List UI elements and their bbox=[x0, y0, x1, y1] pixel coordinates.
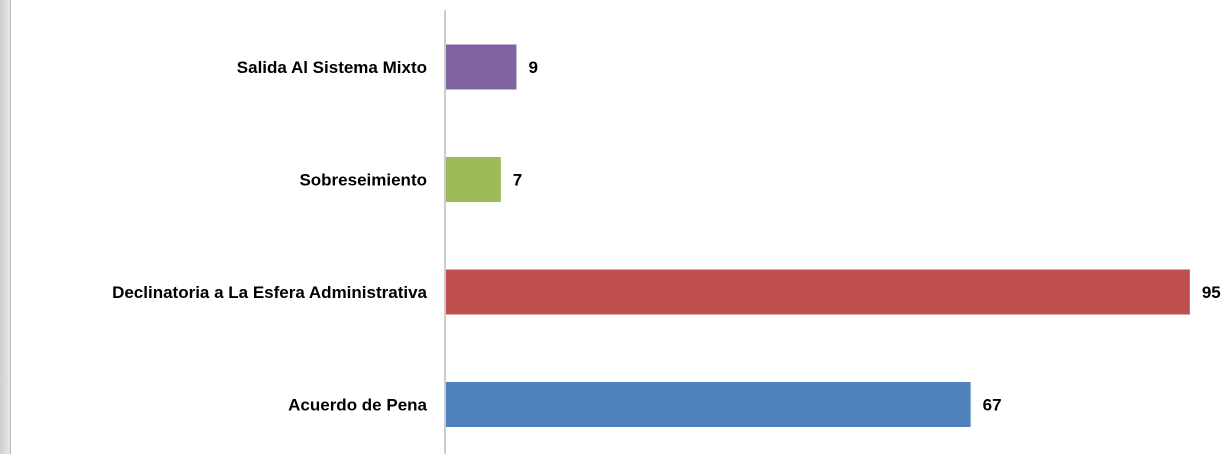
category-label-sobreseimiento: Sobreseimiento bbox=[299, 171, 427, 190]
value-label-sobreseimiento: 7 bbox=[513, 171, 522, 190]
category-label-acuerdo-de-pena: Acuerdo de Pena bbox=[288, 396, 427, 415]
bar-acuerdo-de-pena bbox=[446, 382, 971, 427]
bar-sobreseimiento bbox=[446, 157, 501, 202]
value-label-salida-al-sistema-mixto: 9 bbox=[528, 58, 537, 77]
bar-salida-al-sistema-mixto bbox=[446, 44, 517, 90]
value-label-declinatoria-a-la-esfera-administrativa: 95 bbox=[1202, 283, 1221, 302]
bars-group: Salida Al Sistema Mixto 9 Sobreseimiento 7 D… bbox=[112, 44, 1221, 427]
category-label-salida-al-sistema-mixto: Salida Al Sistema Mixto bbox=[237, 58, 427, 77]
window-left-edge bbox=[0, 0, 11, 454]
bar-declinatoria-a-la-esfera-administrativa bbox=[446, 269, 1190, 315]
value-label-acuerdo-de-pena: 67 bbox=[983, 396, 1002, 415]
category-label-declinatoria-a-la-esfera-administrativa: Declinatoria a La Esfera Administrativa bbox=[112, 283, 427, 302]
